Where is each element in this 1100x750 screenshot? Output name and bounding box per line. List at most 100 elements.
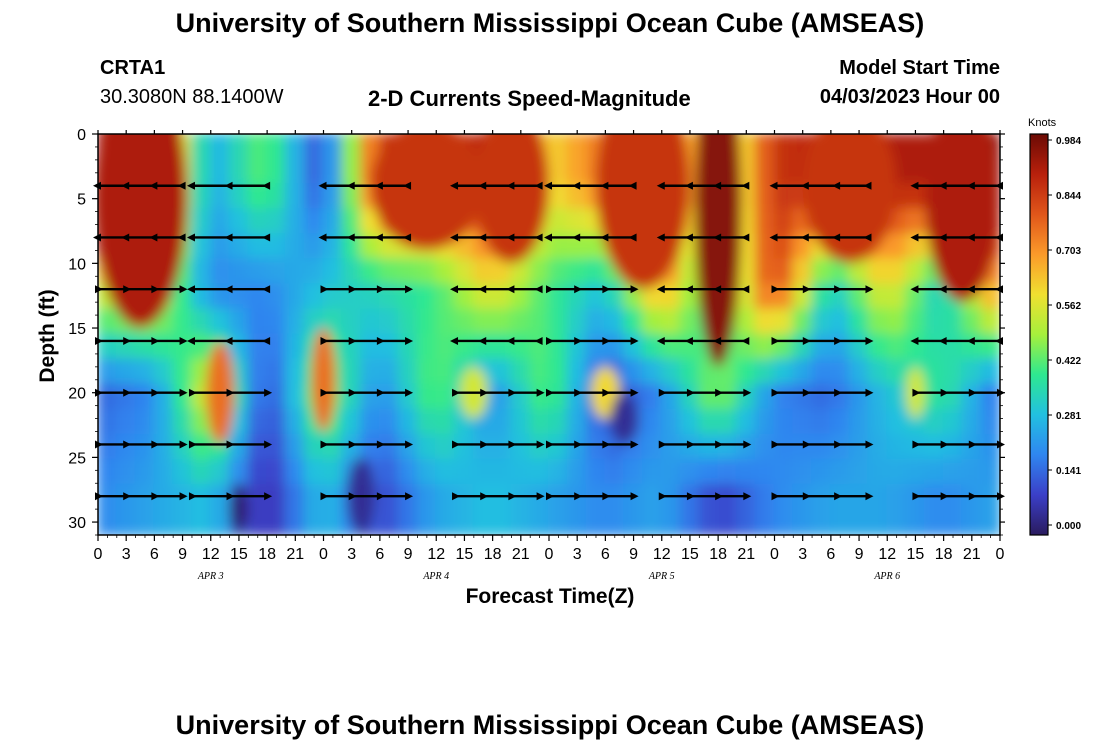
heat-cell: [247, 183, 269, 211]
vector-arrowhead: [188, 492, 197, 501]
heat-cell: [115, 333, 137, 361]
heat-cell: [322, 508, 344, 535]
heat-cell: [247, 333, 269, 361]
vector-arrowhead: [574, 388, 583, 397]
heat-cell: [510, 383, 532, 411]
heat-cell: [341, 333, 363, 361]
x-tick-label: 12: [427, 546, 445, 563]
heat-cell: [529, 458, 550, 486]
heat-cell: [942, 433, 964, 461]
heat-cell: [209, 308, 231, 336]
vector-arrowhead: [320, 492, 329, 501]
vector-arrowhead: [546, 285, 554, 294]
heat-cell: [848, 258, 870, 286]
heat-cell: [792, 308, 814, 336]
heat-cell: [209, 134, 231, 161]
heat-cell: [548, 383, 569, 411]
vector-arrowhead: [262, 336, 271, 345]
heat-cell: [905, 208, 926, 236]
heat-cell: [134, 408, 156, 436]
heat-cell: [435, 483, 457, 511]
heat-cell: [435, 458, 457, 486]
heat-cell: [811, 358, 832, 386]
vector-arrowhead: [536, 388, 545, 397]
heat-cell: [284, 283, 306, 311]
heat-cell: [585, 258, 607, 286]
vector-arrowhead: [151, 492, 160, 501]
heat-cell: [867, 333, 889, 361]
heat-cell: [266, 208, 287, 236]
heat-cell: [905, 258, 926, 286]
heat-cell: [98, 458, 118, 486]
heat-cell: [548, 233, 569, 261]
heat-cell: [641, 508, 663, 535]
heat-cell: [98, 433, 118, 461]
heat-cell: [679, 433, 701, 461]
model-start-time: 04/03/2023 Hour 00: [819, 86, 1000, 108]
vector-arrowhead: [536, 440, 545, 449]
heat-cell: [867, 408, 889, 436]
heat-cell: [566, 233, 588, 261]
heat-cell: [548, 308, 569, 336]
heat-cell: [247, 134, 269, 161]
vector-arrowhead: [536, 492, 545, 501]
heat-cell: [190, 308, 212, 336]
heat-cell: [641, 333, 663, 361]
heat-feature: [311, 328, 336, 432]
heat-cell: [435, 283, 457, 311]
vector-arrowhead: [480, 492, 489, 501]
heat-cell: [773, 458, 795, 486]
heat-cell: [360, 134, 381, 161]
heat-cell: [566, 458, 588, 486]
vector-arrowhead: [769, 233, 778, 242]
heat-feature: [473, 134, 549, 264]
heat-cell: [134, 458, 156, 486]
heat-cell: [284, 383, 306, 411]
vector-arrowhead: [376, 440, 385, 449]
heat-cell: [604, 483, 626, 511]
heat-cell: [172, 358, 193, 386]
heat-cell: [735, 308, 757, 336]
heat-cell: [811, 483, 832, 511]
heat-cell: [510, 483, 532, 511]
x-tick-label: 21: [286, 546, 304, 563]
heat-cell: [209, 458, 231, 486]
heat-cell: [360, 258, 381, 286]
heat-cell: [886, 283, 908, 311]
vector-arrowhead: [264, 492, 273, 501]
colorbar-tick-label: 0.422: [1056, 356, 1081, 367]
heat-feature: [98, 134, 188, 328]
heat-cell: [566, 258, 588, 286]
heat-cell: [905, 308, 926, 336]
vector-arrowhead: [602, 440, 611, 449]
heat-cell: [792, 408, 814, 436]
date-label: APR 5: [648, 571, 675, 582]
heat-cell: [811, 383, 832, 411]
vector-arrowhead: [865, 285, 874, 294]
heat-cell: [735, 458, 757, 486]
heat-cell: [566, 408, 588, 436]
heat-cell: [360, 308, 381, 336]
heat-cell: [303, 158, 325, 186]
heat-cell: [754, 308, 776, 336]
heat-cell: [886, 483, 908, 511]
x-tick-label: 9: [855, 546, 864, 563]
heat-cell: [660, 408, 682, 436]
vector-arrowhead: [348, 285, 357, 294]
heat-cell: [566, 208, 588, 236]
heat-cell: [209, 508, 231, 535]
heat-cell: [754, 483, 776, 511]
heat-cell: [604, 458, 626, 486]
heat-cell: [360, 408, 381, 436]
heat-cell: [942, 483, 964, 511]
heat-cell: [228, 134, 250, 161]
heat-cell: [303, 308, 325, 336]
heat-cell: [247, 158, 269, 186]
vector-arrowhead: [832, 233, 841, 242]
heat-cell: [773, 433, 795, 461]
heat-cell: [980, 508, 1000, 535]
vector-arrowhead: [224, 285, 233, 294]
heat-cell: [209, 233, 231, 261]
vector-arrowhead: [834, 388, 843, 397]
heat-cell: [754, 383, 776, 411]
